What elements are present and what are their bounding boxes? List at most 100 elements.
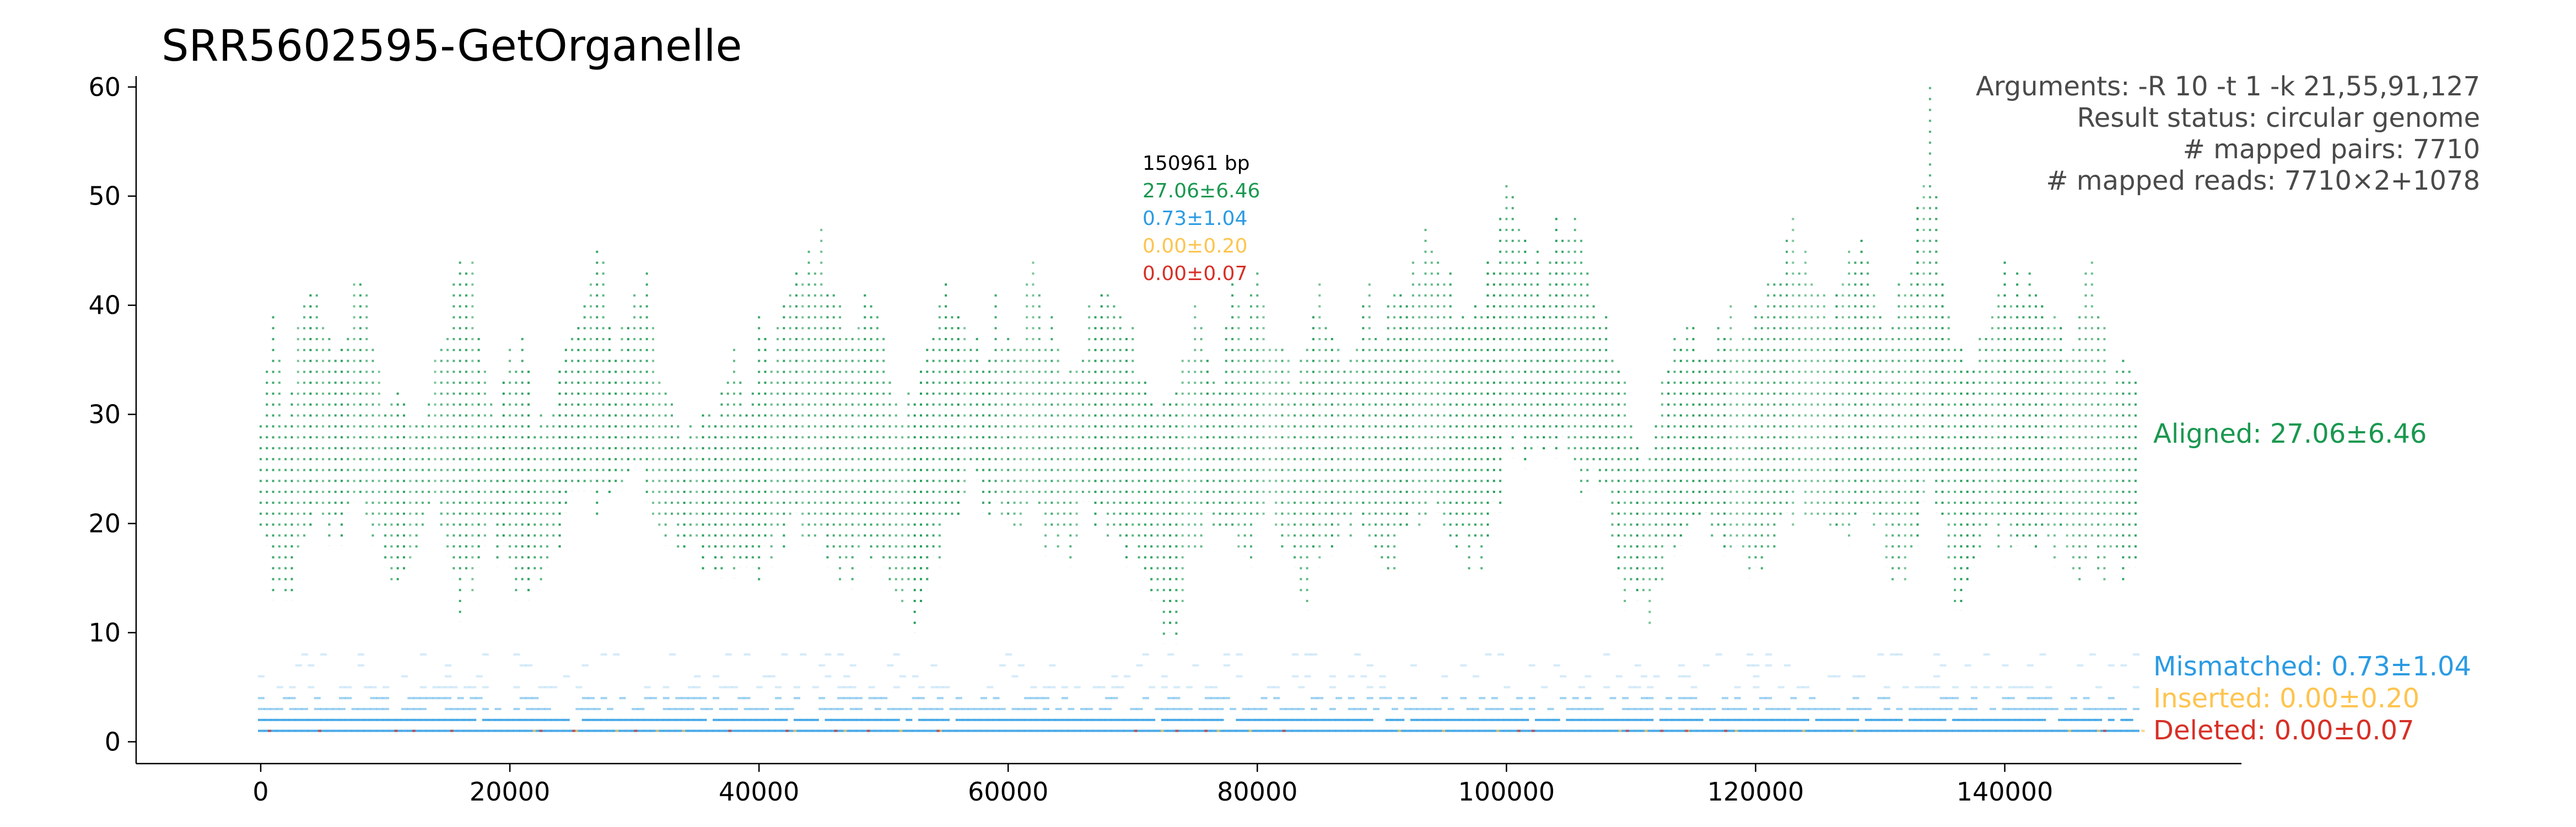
mismatched-point: [762, 729, 769, 732]
mismatched-point: [395, 718, 402, 721]
mismatched-point: [532, 718, 539, 721]
mismatched-point: [1659, 718, 1666, 721]
mismatched-point: [1124, 718, 1130, 721]
mismatched-point: [389, 718, 396, 721]
mismatched-point: [1591, 708, 1598, 710]
mismatched-point: [1036, 697, 1043, 700]
mismatched-point: [1933, 718, 1941, 721]
deleted-point: [834, 729, 838, 732]
mismatched-point: [1722, 697, 1728, 700]
mismatched-point: [1304, 729, 1311, 732]
mismatched-point: [1260, 718, 1268, 721]
mismatched-point: [1142, 697, 1149, 700]
mismatched-point: [1149, 686, 1156, 689]
mismatched-point: [1130, 718, 1137, 721]
mismatched-point: [1541, 686, 1548, 689]
mismatched-point: [438, 729, 445, 732]
mismatched-point: [1846, 708, 1853, 710]
mismatched-point: [1360, 729, 1367, 732]
mismatched-point: [407, 729, 414, 732]
mismatched-point: [376, 718, 383, 721]
mismatched-point: [1709, 729, 1716, 732]
mismatched-point: [899, 708, 907, 710]
mismatched-point: [1117, 686, 1124, 689]
mismatched-point: [382, 729, 390, 732]
mismatched-point: [407, 718, 414, 721]
mismatched-point: [1615, 718, 1623, 721]
mismatched-point: [999, 708, 1006, 710]
series-labels: Aligned: 27.06±6.46 Mismatched: 0.73±1.04…: [2153, 418, 2471, 746]
mismatched-point: [1641, 718, 1647, 721]
mismatched-point: [526, 718, 532, 721]
mismatched-point: [432, 729, 439, 732]
mismatched-point: [1404, 708, 1411, 710]
mismatched-point: [1989, 718, 1996, 721]
mismatched-point: [962, 729, 969, 732]
mismatched-point: [270, 718, 277, 721]
mismatched-point: [930, 708, 937, 710]
mismatched-point: [432, 697, 439, 700]
mismatched-point: [1939, 718, 1947, 721]
mismatched-point: [500, 718, 508, 721]
mismatched-point: [2020, 686, 2028, 689]
mismatched-point: [445, 697, 452, 700]
mismatched-point: [581, 664, 589, 667]
mismatched-point: [1460, 664, 1467, 667]
mismatched-point: [1441, 675, 1448, 678]
mismatched-point: [1996, 686, 2003, 689]
y-axis-ticks: 0 10 20 30 40 50 60: [88, 72, 136, 756]
inserted-point: [615, 729, 619, 732]
mismatched-point: [2108, 729, 2115, 732]
mismatched-point: [1254, 729, 1262, 732]
mismatched-point: [1186, 718, 1193, 721]
mismatched-point: [1902, 686, 1909, 689]
mismatched-point: [906, 729, 913, 732]
mismatched-point: [893, 686, 900, 689]
mismatched-point: [1522, 718, 1529, 721]
mismatched-point: [1329, 675, 1336, 678]
mismatched-point: [1510, 708, 1517, 710]
mismatched-point: [993, 729, 1000, 732]
mismatched-point: [426, 718, 433, 721]
mismatched-point: [980, 729, 987, 732]
mismatched-point: [1771, 708, 1779, 710]
mismatched-point: [339, 708, 346, 710]
y-tick-label: 60: [88, 72, 121, 102]
inserted-point: [1442, 729, 1446, 732]
mismatched-point: [1179, 718, 1187, 721]
mismatched-point: [1890, 718, 1897, 721]
mismatched-point: [1628, 729, 1635, 732]
mismatched-point: [1260, 729, 1268, 732]
mismatched-point: [413, 729, 421, 732]
mismatched-point: [1348, 729, 1355, 732]
mismatched-point: [1447, 729, 1454, 732]
mismatched-point: [2083, 718, 2090, 721]
mismatched-point: [364, 708, 371, 710]
mismatched-point: [1566, 708, 1573, 710]
mismatched-point: [538, 708, 545, 710]
mismatched-point: [1304, 675, 1311, 678]
mismatched-point: [1410, 729, 1417, 732]
mismatched-point: [2108, 718, 2115, 721]
mismatched-point: [1828, 708, 1835, 710]
mismatched-point: [1385, 697, 1392, 700]
mismatched-point: [1030, 686, 1037, 689]
mismatched-point: [1722, 718, 1728, 721]
mismatched-point: [2027, 697, 2034, 700]
mismatched-point: [731, 729, 738, 732]
mismatched-point: [1485, 653, 1492, 656]
mismatched-point: [1703, 708, 1710, 710]
mismatched-point: [837, 708, 844, 710]
mismatched-point: [906, 718, 913, 721]
mismatched-point: [694, 729, 701, 732]
y-tick-label: 20: [88, 509, 121, 539]
mismatched-point: [519, 697, 526, 700]
mismatched-point: [1828, 675, 1835, 678]
mismatched-point: [2077, 718, 2084, 721]
mismatched-point: [1285, 718, 1292, 721]
mismatched-point: [1061, 729, 1068, 732]
mismatched-point: [2039, 718, 2046, 721]
mismatched-point: [1909, 708, 1915, 710]
run-info-block: Arguments: -R 10 -t 1 -k 21,55,91,127Res…: [1976, 71, 2480, 196]
mismatched-point: [1553, 718, 1560, 721]
